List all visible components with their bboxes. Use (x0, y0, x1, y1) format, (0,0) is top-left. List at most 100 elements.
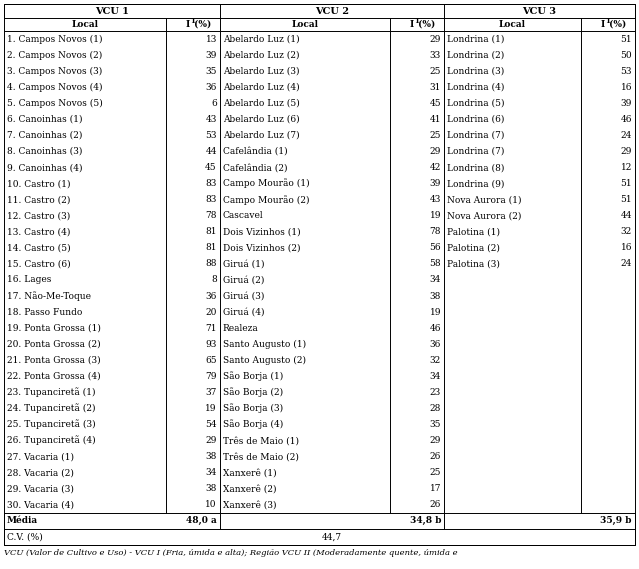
Text: 22. Ponta Grossa (4): 22. Ponta Grossa (4) (7, 372, 100, 381)
Text: Local: Local (499, 20, 526, 29)
Text: 30. Vacaria (4): 30. Vacaria (4) (7, 500, 74, 509)
Text: 1. Campos Novos (1): 1. Campos Novos (1) (7, 35, 102, 44)
Text: 21. Ponta Grossa (3): 21. Ponta Grossa (3) (7, 356, 100, 365)
Text: Giruá (3): Giruá (3) (223, 291, 265, 300)
Text: Cafelândia (2): Cafelândia (2) (223, 163, 288, 172)
Text: 39: 39 (620, 99, 632, 108)
Text: I: I (186, 20, 190, 29)
Text: Palotina (1): Palotina (1) (447, 227, 500, 236)
Text: (%): (%) (191, 20, 211, 29)
Text: 19: 19 (429, 308, 441, 316)
Text: 51: 51 (620, 195, 632, 204)
Text: 56: 56 (429, 244, 441, 252)
Text: I: I (601, 20, 605, 29)
Text: Londrina (1): Londrina (1) (447, 35, 504, 44)
Text: 81: 81 (205, 244, 217, 252)
Text: Londrina (5): Londrina (5) (447, 99, 505, 108)
Text: 36: 36 (429, 340, 441, 349)
Text: São Borja (2): São Borja (2) (223, 387, 283, 397)
Text: VCU 3: VCU 3 (523, 6, 557, 15)
Text: 38: 38 (206, 484, 217, 493)
Text: 39: 39 (206, 51, 217, 60)
Text: 53: 53 (620, 67, 632, 76)
Text: Abelardo Luz (2): Abelardo Luz (2) (223, 51, 299, 60)
Text: 34: 34 (429, 372, 441, 381)
Text: 83: 83 (206, 195, 217, 204)
Text: 19: 19 (205, 404, 217, 413)
Text: Londrina (8): Londrina (8) (447, 163, 504, 172)
Text: São Borja (3): São Borja (3) (223, 403, 283, 413)
Text: Nova Aurora (1): Nova Aurora (1) (447, 195, 521, 204)
Text: 24. Tupanciretã (2): 24. Tupanciretã (2) (7, 403, 95, 413)
Text: 1: 1 (190, 17, 195, 25)
Text: Xanxerê (1): Xanxerê (1) (223, 468, 277, 477)
Text: Abelardo Luz (5): Abelardo Luz (5) (223, 99, 300, 108)
Text: 6: 6 (211, 99, 217, 108)
Text: Abelardo Luz (6): Abelardo Luz (6) (223, 115, 300, 124)
Text: 38: 38 (429, 291, 441, 300)
Text: São Borja (4): São Borja (4) (223, 420, 283, 430)
Text: 13. Castro (4): 13. Castro (4) (7, 227, 70, 236)
Text: 45: 45 (205, 163, 217, 172)
Text: 35: 35 (205, 67, 217, 76)
Text: Abelardo Luz (7): Abelardo Luz (7) (223, 131, 300, 140)
Text: 29: 29 (429, 436, 441, 445)
Text: 26. Tupanciretã (4): 26. Tupanciretã (4) (7, 436, 96, 446)
Text: 37: 37 (206, 388, 217, 397)
Text: Nova Aurora (2): Nova Aurora (2) (447, 211, 521, 220)
Text: 27. Vacaria (1): 27. Vacaria (1) (7, 452, 74, 461)
Text: 78: 78 (205, 211, 217, 220)
Text: 38: 38 (206, 452, 217, 461)
Text: Dois Vizinhos (1): Dois Vizinhos (1) (223, 227, 300, 236)
Text: 1: 1 (414, 17, 419, 25)
Text: VCU 1: VCU 1 (95, 6, 129, 15)
Text: 50: 50 (620, 51, 632, 60)
Text: Cafelândia (1): Cafelândia (1) (223, 147, 288, 156)
Text: 10. Castro (1): 10. Castro (1) (7, 179, 70, 188)
Text: 2. Campos Novos (2): 2. Campos Novos (2) (7, 51, 102, 60)
Text: 24: 24 (620, 259, 632, 269)
Text: 17: 17 (429, 484, 441, 493)
Text: 29: 29 (429, 147, 441, 156)
Text: 51: 51 (620, 179, 632, 188)
Text: 44: 44 (205, 147, 217, 156)
Text: 33: 33 (430, 51, 441, 60)
Text: 83: 83 (206, 179, 217, 188)
Text: 35,9 b: 35,9 b (601, 517, 632, 525)
Text: 9. Canoinhas (4): 9. Canoinhas (4) (7, 163, 82, 172)
Text: Londrina (6): Londrina (6) (447, 115, 504, 124)
Text: 71: 71 (205, 324, 217, 333)
Text: Giruá (1): Giruá (1) (223, 259, 265, 269)
Text: 58: 58 (429, 259, 441, 269)
Text: (%): (%) (606, 20, 626, 29)
Text: 54: 54 (205, 420, 217, 429)
Text: 25. Tupanciretã (3): 25. Tupanciretã (3) (7, 420, 96, 430)
Text: 45: 45 (429, 99, 441, 108)
Text: Dois Vizinhos (2): Dois Vizinhos (2) (223, 244, 300, 252)
Text: Londrina (7): Londrina (7) (447, 131, 504, 140)
Text: 46: 46 (429, 324, 441, 333)
Text: 19. Ponta Grossa (1): 19. Ponta Grossa (1) (7, 324, 101, 333)
Text: 17. Não-Me-Toque: 17. Não-Me-Toque (7, 291, 91, 301)
Text: 36: 36 (206, 291, 217, 300)
Text: 20. Ponta Grossa (2): 20. Ponta Grossa (2) (7, 340, 100, 349)
Text: 15. Castro (6): 15. Castro (6) (7, 259, 71, 269)
Text: 42: 42 (429, 163, 441, 172)
Text: Santo Augusto (2): Santo Augusto (2) (223, 356, 306, 365)
Text: 8. Canoinhas (3): 8. Canoinhas (3) (7, 147, 82, 156)
Text: Local: Local (291, 20, 318, 29)
Text: I: I (410, 20, 414, 29)
Text: 44,7: 44,7 (322, 533, 342, 542)
Text: 11. Castro (2): 11. Castro (2) (7, 195, 70, 204)
Text: 23. Tupanciretã (1): 23. Tupanciretã (1) (7, 387, 95, 397)
Text: 36: 36 (206, 83, 217, 92)
Text: 34: 34 (206, 468, 217, 477)
Text: 14. Castro (5): 14. Castro (5) (7, 244, 71, 252)
Text: Palotina (2): Palotina (2) (447, 244, 500, 252)
Text: 5. Campos Novos (5): 5. Campos Novos (5) (7, 98, 103, 108)
Text: Abelardo Luz (4): Abelardo Luz (4) (223, 83, 300, 92)
Text: 39: 39 (429, 179, 441, 188)
Text: Londrina (2): Londrina (2) (447, 51, 504, 60)
Text: 19: 19 (429, 211, 441, 220)
Text: VCU (Valor de Cultivo e Uso) - VCU I (Fria, úmida e alta); Região VCU II (Modera: VCU (Valor de Cultivo e Uso) - VCU I (Fr… (4, 549, 458, 557)
